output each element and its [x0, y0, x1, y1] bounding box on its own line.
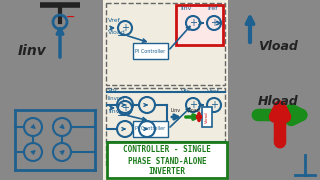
Text: Hload: Hload: [258, 95, 299, 108]
Bar: [106, 3, 225, 85]
Text: Iinv: Iinv: [108, 109, 119, 114]
Text: Iinv: Iinv: [18, 44, 47, 58]
Text: INVERTER: INVERTER: [148, 168, 186, 177]
Text: Iinv: Iinv: [180, 6, 191, 11]
Text: Vload: Vload: [258, 40, 298, 53]
Text: Voc: Voc: [108, 88, 119, 93]
Text: +: +: [210, 100, 218, 110]
Text: Cload: Cload: [187, 108, 201, 113]
Text: Iref: Iref: [207, 6, 217, 11]
Bar: [176, 5, 223, 45]
Bar: [202, 107, 212, 127]
Text: Linv: Linv: [171, 108, 181, 113]
Text: PHASE STAND-ALONE: PHASE STAND-ALONE: [128, 156, 206, 165]
Text: PI Controller: PI Controller: [135, 48, 166, 53]
Text: +: +: [210, 18, 218, 28]
Bar: [103, 0, 228, 180]
Text: +: +: [189, 18, 197, 28]
Bar: [107, 142, 227, 178]
Text: PI Controller: PI Controller: [135, 127, 166, 132]
Text: Vref: Vref: [207, 89, 220, 94]
Text: Vload: Vload: [205, 111, 209, 123]
Text: Vload: Vload: [108, 30, 126, 35]
Text: +: +: [189, 100, 197, 110]
Text: CONTROLLER - SINGLE: CONTROLLER - SINGLE: [123, 145, 211, 154]
Text: −: −: [117, 111, 127, 121]
Text: Iinvref: Iinvref: [108, 96, 125, 101]
Text: +: +: [121, 23, 129, 33]
Text: +: +: [121, 103, 129, 113]
Bar: [106, 88, 225, 166]
Text: −: −: [117, 31, 127, 41]
Text: Vref: Vref: [108, 18, 121, 23]
Text: −: −: [66, 12, 76, 22]
Bar: [133, 121, 168, 137]
Bar: [133, 43, 168, 59]
Text: Vfc: Vfc: [181, 89, 191, 94]
